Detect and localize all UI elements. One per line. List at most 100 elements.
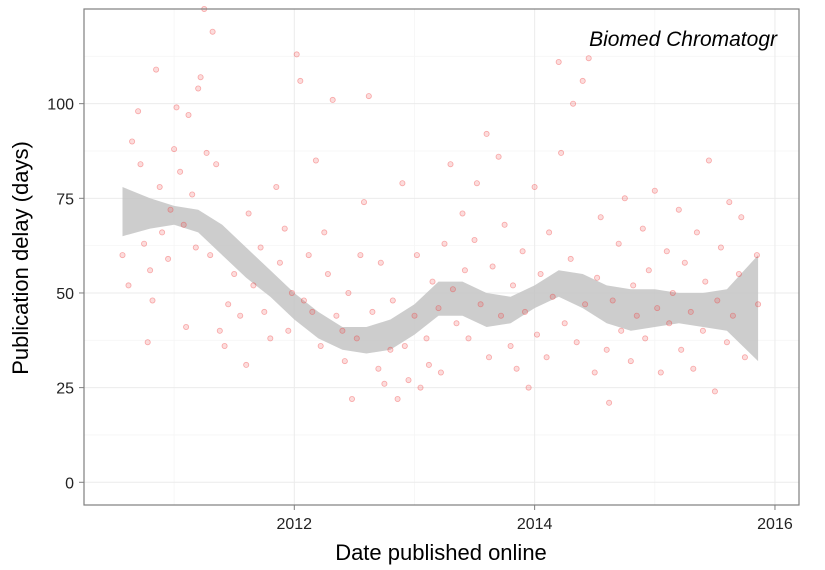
data-point (699, 327, 706, 334)
data-point (615, 240, 622, 247)
data-point (495, 153, 502, 160)
data-point (141, 240, 148, 247)
data-point (324, 270, 331, 277)
data-point (507, 342, 514, 349)
data-point (137, 161, 144, 168)
y-axis-ticks: 0 25 50 75 100 (47, 97, 84, 492)
data-point (449, 286, 456, 293)
data-point (714, 297, 721, 304)
data-point (717, 244, 724, 251)
data-point (582, 301, 589, 308)
data-point (702, 278, 709, 285)
data-point (609, 297, 616, 304)
y-tick-label: 50 (56, 286, 74, 303)
data-point (261, 308, 268, 315)
data-point (543, 354, 550, 361)
data-point (245, 210, 252, 217)
data-point (738, 214, 745, 221)
data-point (243, 361, 250, 368)
data-point (405, 377, 412, 384)
data-point (711, 388, 718, 395)
data-point (180, 221, 187, 228)
data-point (651, 187, 658, 194)
data-point (183, 323, 190, 330)
data-point (293, 51, 300, 58)
data-point (534, 331, 541, 338)
data-point (394, 395, 401, 402)
data-point (207, 252, 214, 259)
data-point (365, 93, 372, 100)
data-point (288, 289, 295, 296)
data-point (509, 282, 516, 289)
data-point (149, 297, 156, 304)
data-point (257, 244, 264, 251)
data-point (729, 312, 736, 319)
data-point (423, 335, 430, 342)
x-tick-label: 2016 (757, 516, 793, 533)
data-point (522, 308, 529, 315)
data-point (633, 312, 640, 319)
data-point (401, 342, 408, 349)
data-point (642, 335, 649, 342)
data-point (519, 248, 526, 255)
data-point (312, 157, 319, 164)
data-point (147, 267, 154, 274)
data-point (621, 195, 628, 202)
data-point (341, 358, 348, 365)
data-point (461, 267, 468, 274)
data-point (705, 157, 712, 164)
data-point (369, 308, 376, 315)
data-point (441, 240, 448, 247)
data-point (681, 259, 688, 266)
data-point (549, 293, 556, 300)
data-point (570, 100, 577, 107)
y-tick-label: 25 (56, 381, 74, 398)
data-point (203, 149, 210, 156)
data-point (678, 346, 685, 353)
data-point (597, 214, 604, 221)
data-point (741, 354, 748, 361)
data-point (329, 96, 336, 103)
y-tick-label: 75 (56, 191, 74, 208)
data-point (250, 282, 257, 289)
data-point (693, 229, 700, 236)
data-point (669, 289, 676, 296)
data-point (305, 252, 312, 259)
data-point (399, 180, 406, 187)
y-tick-label: 0 (65, 475, 74, 492)
data-point (645, 267, 652, 274)
data-point (537, 270, 544, 277)
data-point (167, 206, 174, 213)
data-point (666, 320, 673, 327)
data-point (225, 301, 232, 308)
data-point (723, 339, 730, 346)
data-point (165, 255, 172, 262)
data-point (417, 384, 424, 391)
data-point (429, 278, 436, 285)
data-point (585, 55, 592, 62)
data-point (753, 252, 760, 259)
data-point (497, 312, 504, 319)
data-point (357, 252, 364, 259)
data-point (129, 138, 136, 145)
data-point (485, 354, 492, 361)
data-point (573, 339, 580, 346)
data-point (267, 335, 274, 342)
data-point (119, 252, 126, 259)
x-tick-label: 2012 (276, 516, 312, 533)
data-point (525, 384, 532, 391)
x-tick-label: 2014 (517, 516, 553, 533)
data-point (276, 259, 283, 266)
data-point (333, 312, 340, 319)
data-point (375, 365, 382, 372)
confidence-band (122, 187, 759, 362)
smooth-band-layer (122, 187, 759, 362)
data-point (531, 183, 538, 190)
data-point (321, 229, 328, 236)
data-point (348, 395, 355, 402)
data-point (297, 77, 304, 84)
data-point (437, 369, 444, 376)
data-point (125, 282, 132, 289)
data-point (216, 327, 223, 334)
data-point (473, 180, 480, 187)
